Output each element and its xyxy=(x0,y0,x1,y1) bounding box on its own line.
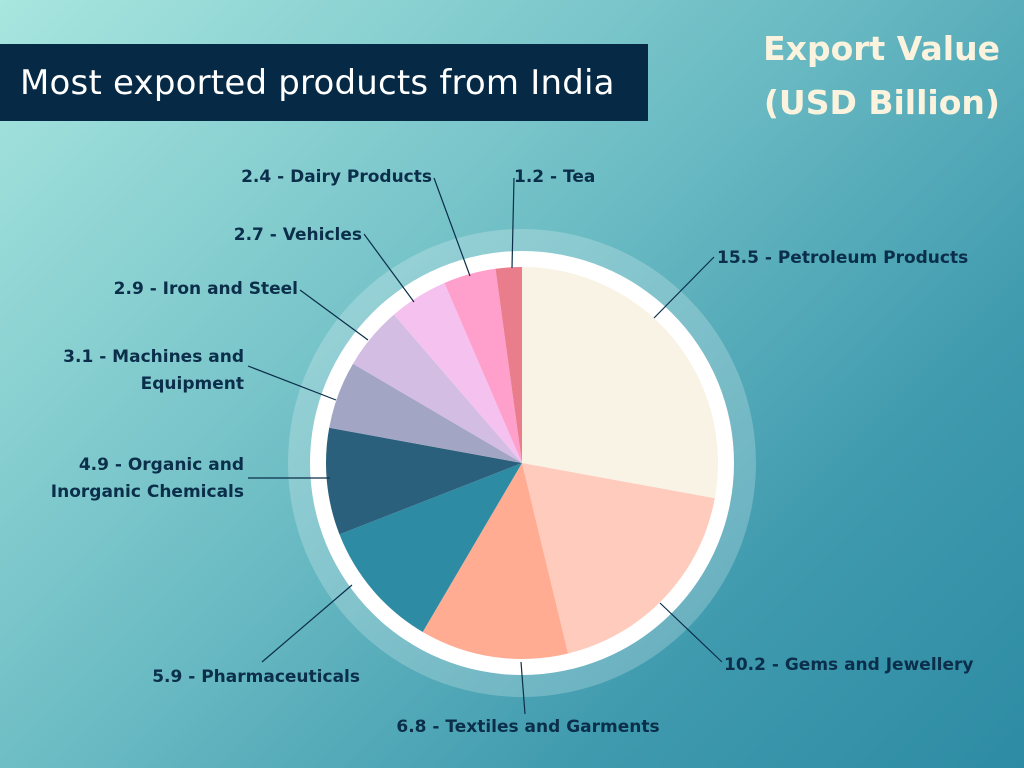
label-pharmaceuticals: 5.9 - Pharmaceuticals xyxy=(152,667,360,687)
leader-line-textiles-and-garments xyxy=(520,661,526,715)
label-vehicles: 2.7 - Vehicles xyxy=(234,225,362,245)
slice-pharmaceuticals xyxy=(339,463,522,632)
label-organic-and-inorganic-chemicals: 4.9 - Organic and Inorganic Chemicals xyxy=(51,455,244,502)
leader-line-tea xyxy=(511,177,515,269)
label-gems-and-jewellery: 10.2 - Gems and Jewellery xyxy=(724,655,973,675)
slice-petroleum-products xyxy=(522,267,718,499)
leader-lines xyxy=(247,177,723,715)
leader-line-vehicles xyxy=(363,233,415,303)
leader-line-gems-and-jewellery xyxy=(659,602,723,663)
label-petroleum-products: 15.5 - Petroleum Products xyxy=(717,248,968,268)
slice-labels: 15.5 - Petroleum Products 10.2 - Gems and… xyxy=(51,167,974,737)
leader-line-pharmaceuticals xyxy=(261,584,353,663)
slice-tea xyxy=(495,267,522,463)
label-dairy-products: 2.4 - Dairy Products xyxy=(241,167,432,187)
subtitle-line-2: (USD Billion) xyxy=(763,83,1000,122)
slice-organic-and-inorganic-chemicals xyxy=(326,427,522,535)
label-iron-and-steel: 2.9 - Iron and Steel xyxy=(114,279,298,299)
chart-subtitle: Export Value (USD Billion) xyxy=(763,22,1000,130)
label-line: 3.1 - Machines and xyxy=(63,347,244,367)
label-machines-and-equipment: 3.1 - Machines and Equipment xyxy=(63,347,244,394)
leader-line-petroleum-products xyxy=(653,256,715,319)
slice-gems-and-jewellery xyxy=(522,463,715,654)
label-tea: 1.2 - Tea xyxy=(514,167,595,187)
label-textiles-and-garments: 6.8 - Textiles and Garments xyxy=(396,717,659,737)
pie-slices xyxy=(326,267,718,660)
slice-vehicles xyxy=(393,283,522,463)
leader-line-dairy-products xyxy=(433,177,471,277)
leader-line-iron-and-steel xyxy=(299,289,369,341)
slice-dairy-products xyxy=(444,268,522,463)
page-title: Most exported products from India xyxy=(20,62,615,103)
slice-machines-and-equipment xyxy=(329,363,522,463)
slice-textiles-and-garments xyxy=(422,463,569,660)
label-line: Inorganic Chemicals xyxy=(51,482,244,502)
title-banner: Most exported products from India xyxy=(0,44,648,121)
leader-line-machines-and-equipment xyxy=(247,365,337,401)
label-line: Equipment xyxy=(141,374,244,394)
slice-iron-and-steel xyxy=(353,314,522,463)
subtitle-line-1: Export Value xyxy=(763,29,1000,68)
label-line: 4.9 - Organic and xyxy=(79,455,244,475)
